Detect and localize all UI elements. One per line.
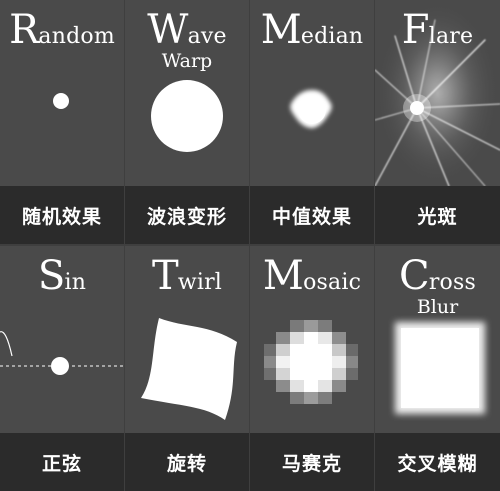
- effect-title-initial: F: [401, 7, 430, 53]
- effect-label: 随机效果: [0, 186, 124, 244]
- cross-blur-square-icon: [395, 322, 485, 414]
- effect-title: Cross Blur: [375, 256, 500, 317]
- effect-label: 交叉模糊: [375, 433, 500, 491]
- effect-tile-twirl[interactable]: Twirl 旋转: [125, 246, 249, 491]
- effect-title-initial: S: [37, 253, 66, 299]
- effect-preview: [0, 0, 124, 186]
- effect-preview: [375, 0, 500, 186]
- effect-tile-wave-warp[interactable]: Wave Warp 波浪变形: [125, 0, 249, 244]
- effect-title-rest: ross: [428, 270, 476, 295]
- effect-title-initial: R: [9, 7, 40, 53]
- effect-title: Random: [0, 10, 124, 50]
- effect-label: 旋转: [125, 433, 249, 491]
- twirl-shape-icon: [141, 318, 237, 420]
- mosaic-pixel-icon: [264, 320, 358, 404]
- effect-title-rest: edian: [300, 24, 364, 49]
- effect-label: 中值效果: [250, 186, 374, 244]
- effect-title-initial: M: [260, 7, 302, 53]
- effect-title: Twirl: [125, 256, 249, 296]
- effect-preview: [0, 246, 124, 433]
- effect-tile-flare[interactable]: Flare 光斑: [375, 0, 500, 244]
- effect-tile-random[interactable]: Random 随机效果: [0, 0, 124, 244]
- effect-title: Median: [250, 10, 374, 50]
- effect-label: 波浪变形: [125, 186, 249, 244]
- effect-title-rest: in: [64, 270, 87, 295]
- effect-label: 正弦: [0, 433, 124, 491]
- effect-label: 光斑: [375, 186, 500, 244]
- effect-title-rest: ave: [187, 24, 227, 49]
- effect-tile-mosaic[interactable]: Mosaic 马赛克: [250, 246, 374, 491]
- random-dot-icon: [53, 93, 69, 109]
- median-blob-icon: [290, 90, 332, 128]
- effect-label: 马赛克: [250, 433, 374, 491]
- effect-title: Mosaic: [250, 256, 374, 296]
- effect-title-rest: andom: [38, 24, 115, 49]
- effect-subtitle: Blur: [416, 296, 459, 318]
- effect-title-initial: M: [262, 253, 305, 299]
- effect-title: Sin: [0, 256, 124, 296]
- effect-tile-cross-blur[interactable]: Cross Blur 交叉模糊: [375, 246, 500, 491]
- effect-title: Flare: [375, 10, 500, 50]
- wave-warp-circle-icon: [151, 80, 223, 152]
- effect-title-rest: osaic: [303, 270, 362, 295]
- effect-title: Wave Warp: [125, 10, 249, 71]
- effect-title-initial: T: [151, 253, 179, 299]
- effect-preview: [125, 0, 249, 186]
- effect-title-initial: W: [147, 7, 189, 53]
- effect-preview: [125, 246, 249, 433]
- sine-wave-dot-icon: [0, 331, 124, 375]
- effect-subtitle: Warp: [161, 50, 213, 72]
- effect-preview: [250, 0, 374, 186]
- effect-title-rest: lare: [428, 24, 474, 49]
- effect-title-initial: C: [399, 253, 430, 299]
- effect-preview: [375, 246, 500, 433]
- effect-title-rest: wirl: [177, 270, 223, 295]
- effect-tile-sin[interactable]: Sin 正弦: [0, 246, 124, 491]
- flare-starburst-icon: [375, 0, 500, 186]
- effect-preview: [250, 246, 374, 433]
- effect-tile-median[interactable]: Median 中值效果: [250, 0, 374, 244]
